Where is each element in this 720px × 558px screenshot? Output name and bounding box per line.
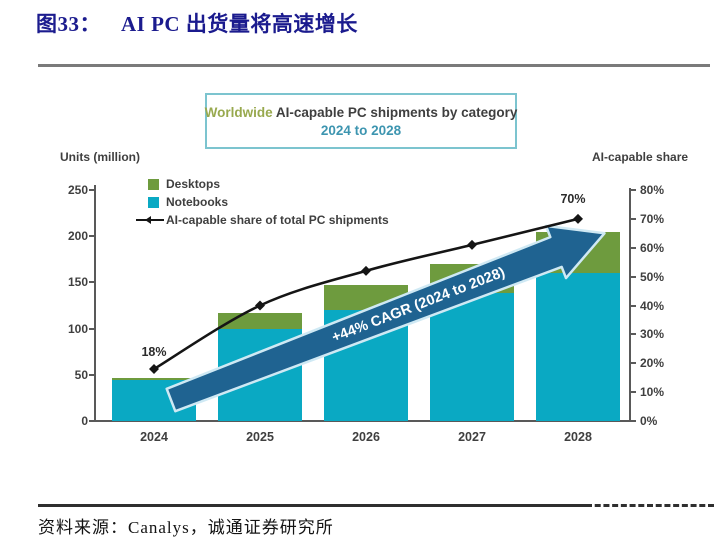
- share-point-2024: [149, 364, 159, 375]
- right-tick: [630, 391, 636, 394]
- right-tick-label: 70%: [640, 211, 665, 226]
- legend-notebooks-label: Notebooks: [166, 195, 229, 209]
- bar-notebooks-2024: [112, 380, 196, 421]
- right-tick-label: 30%: [640, 327, 665, 342]
- legend-share-line-label: AI-capable share of total PC shipments: [166, 213, 389, 227]
- left-tick-label: 200: [67, 229, 88, 244]
- legend: Desktops Notebooks AI-capable share of t…: [136, 175, 389, 229]
- right-tick: [630, 246, 636, 249]
- chart-title-worldwide: Worldwide: [204, 104, 273, 120]
- chart-title: Worldwide AI-capable PC shipments by cat…: [205, 105, 518, 120]
- right-tick: [630, 275, 636, 278]
- share-point-2028: [573, 213, 583, 224]
- left-tick: [89, 235, 95, 238]
- right-axis-title: AI-capable share: [592, 150, 689, 164]
- right-tick-label: 80%: [640, 183, 665, 197]
- share-point-2026: [361, 265, 371, 276]
- left-axis-title: Units (million): [60, 150, 140, 164]
- right-tick-label: 60%: [640, 240, 665, 255]
- bar-desktops-2028: [536, 231, 620, 274]
- left-tick: [89, 373, 95, 376]
- figure-number: 图33：: [36, 12, 101, 36]
- right-tick-label: 40%: [640, 298, 665, 313]
- legend-item-desktops: Desktops: [136, 175, 389, 193]
- x-label-2026: 2026: [352, 430, 380, 444]
- line-marker-icon: [136, 216, 164, 224]
- right-tick-label: 10%: [640, 385, 665, 400]
- share-point-2027: [467, 239, 477, 250]
- header-divider: [38, 64, 710, 67]
- left-tick-label: 100: [67, 321, 88, 336]
- x-axis: [94, 420, 631, 422]
- bar-desktops-2027: [430, 263, 514, 293]
- legend-item-notebooks: Notebooks: [136, 193, 389, 211]
- right-tick: [630, 217, 636, 220]
- bar-notebooks-2027: [430, 292, 514, 421]
- right-tick-label: 50%: [640, 269, 665, 284]
- figure-title-text: AI PC 出货量将高速增长: [121, 12, 358, 36]
- left-axis: [94, 185, 96, 422]
- right-tick-label: 0%: [640, 414, 658, 428]
- left-tick-label: 0: [81, 414, 88, 428]
- left-tick: [89, 327, 95, 330]
- footer-divider: [38, 504, 586, 507]
- chart-title-range: 2024 to 2028: [320, 122, 402, 138]
- notebooks-swatch-icon: [148, 196, 159, 208]
- source-note: 资料来源：Canalys，诚通证券研究所: [38, 518, 334, 537]
- left-tick-label: 50: [74, 367, 88, 382]
- right-tick: [630, 420, 636, 422]
- legend-item-share-line: AI-capable share of total PC shipments: [136, 211, 389, 229]
- legend-desktops-label: Desktops: [166, 177, 221, 191]
- chart-title-rest: AI-capable PC shipments by category: [272, 104, 518, 120]
- left-tick-label: 250: [67, 183, 88, 197]
- right-tick: [630, 333, 636, 336]
- bar-desktops-2025: [218, 312, 302, 329]
- right-tick-label: 20%: [640, 356, 665, 371]
- right-tick: [630, 362, 636, 365]
- left-tick: [89, 281, 95, 284]
- bar-notebooks-2028: [536, 273, 620, 421]
- bar-notebooks-2025: [218, 328, 302, 421]
- right-tick: [630, 304, 636, 307]
- bar-desktops-2026: [324, 285, 408, 311]
- left-tick-label: 150: [67, 275, 88, 290]
- left-tick: [89, 189, 95, 191]
- x-label-2025: 2025: [246, 430, 274, 444]
- x-label-2028: 2028: [564, 430, 592, 444]
- bar-notebooks-2026: [324, 310, 408, 421]
- chart-title-box: Worldwide AI-capable PC shipments by cat…: [205, 93, 517, 149]
- figure-title: 图33： AI PC 出货量将高速增长: [36, 8, 358, 38]
- share-label-2024: 18%: [141, 345, 167, 359]
- right-tick: [630, 189, 636, 191]
- share-point-2025: [255, 300, 265, 311]
- footer-divider-dashed: [586, 504, 714, 507]
- bar-desktops-2024: [112, 377, 196, 381]
- share-label-2028: 70%: [560, 192, 586, 206]
- left-tick: [89, 420, 95, 422]
- desktops-swatch-icon: [148, 178, 159, 190]
- x-label-2027: 2027: [458, 430, 486, 444]
- x-label-2024: 2024: [140, 430, 168, 444]
